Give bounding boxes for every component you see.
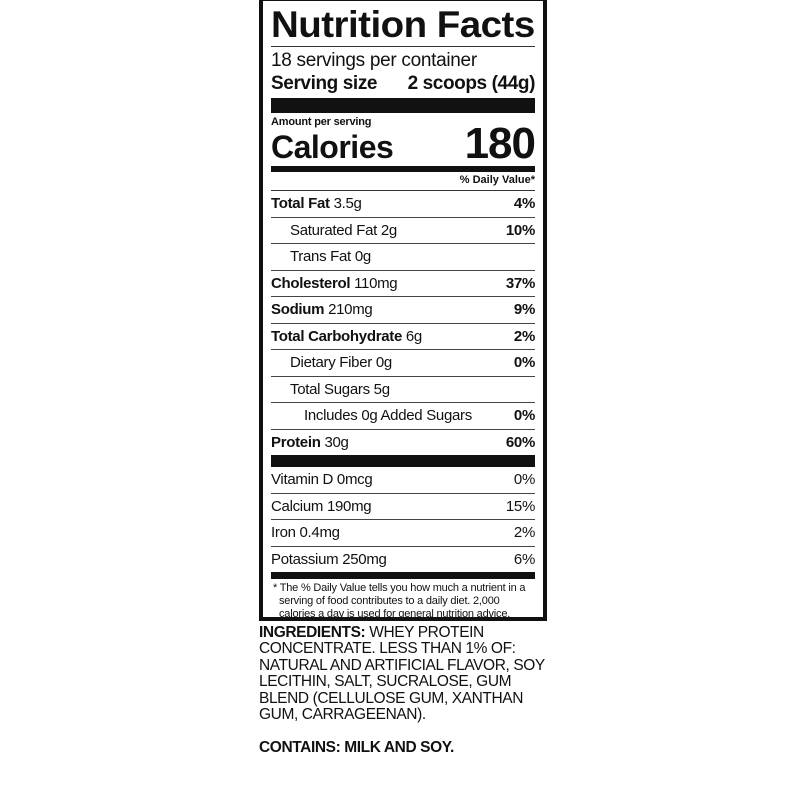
allergen-statement: CONTAINS: MILK AND SOY. [259,739,454,756]
medium-divider [271,166,535,172]
calories-row: Calories 180 [271,122,536,166]
serving-size-value: 2 scoops (44g) [407,73,536,94]
vitamin-row-vitamin-d: Vitamin D 0mcg 0% [271,467,535,494]
servings-per-container: 18 servings per container [271,50,477,71]
panel-title: Nutrition Facts [271,4,535,45]
divider [271,46,535,47]
nutrient-row-total-carbohydrate: Total Carbohydrate 6g 2% [271,324,535,350]
medium-divider [271,572,535,579]
ingredients-text: WHEY PROTEIN CONCENTRATE. LESS THAN 1% O… [259,624,545,724]
amount-per-serving: Amount per serving [271,116,372,128]
vitamin-row-calcium: Calcium 190mg 15% [271,494,535,520]
nutrient-row-saturated-fat: Saturated Fat 2g 10% [271,218,535,244]
thick-divider [271,455,535,467]
nutrient-row-added-sugars: Includes 0g Added Sugars 0% [271,403,535,430]
vitamin-list: Vitamin D 0mcg 0% Calcium 190mg 15% Iron 0… [271,467,535,572]
nutrient-list: Total Fat 3.5g 4% Saturated Fat 2g 10% Tra… [271,191,535,455]
nutrition-facts-panel: Nutrition Facts 18 servings per containe… [259,0,547,621]
nutrient-row-total-sugars: Total Sugars 5g [271,377,535,403]
nutrient-row-trans-fat: Trans Fat 0g [271,244,535,271]
calories-label: Calories [271,129,394,165]
vitamin-row-potassium: Potassium 250mg 6% [271,550,535,568]
nutrient-row-total-fat: Total Fat 3.5g 4% [271,191,535,218]
nutrient-row-sodium: Sodium 210mg 9% [271,297,535,324]
daily-value-footnote: * The % Daily Value tells you how much a… [273,582,526,620]
daily-value-header: % Daily Value* [271,172,535,191]
vitamin-row-iron: Iron 0.4mg 2% [271,520,535,547]
ingredients-label: INGREDIENTS: [259,624,366,641]
calories-value: 180 [464,119,536,168]
serving-size: Serving size 2 scoops (44g) [271,73,535,95]
nutrient-row-protein: Protein 30g 60% [271,433,535,451]
ingredients: INGREDIENTS: WHEY PROTEIN CONCENTRATE. L… [259,624,549,724]
serving-size-label: Serving size [271,73,378,94]
thick-divider [271,98,535,113]
nutrient-row-cholesterol: Cholesterol 110mg 37% [271,271,535,297]
nutrient-row-dietary-fiber: Dietary Fiber 0g 0% [271,350,535,377]
